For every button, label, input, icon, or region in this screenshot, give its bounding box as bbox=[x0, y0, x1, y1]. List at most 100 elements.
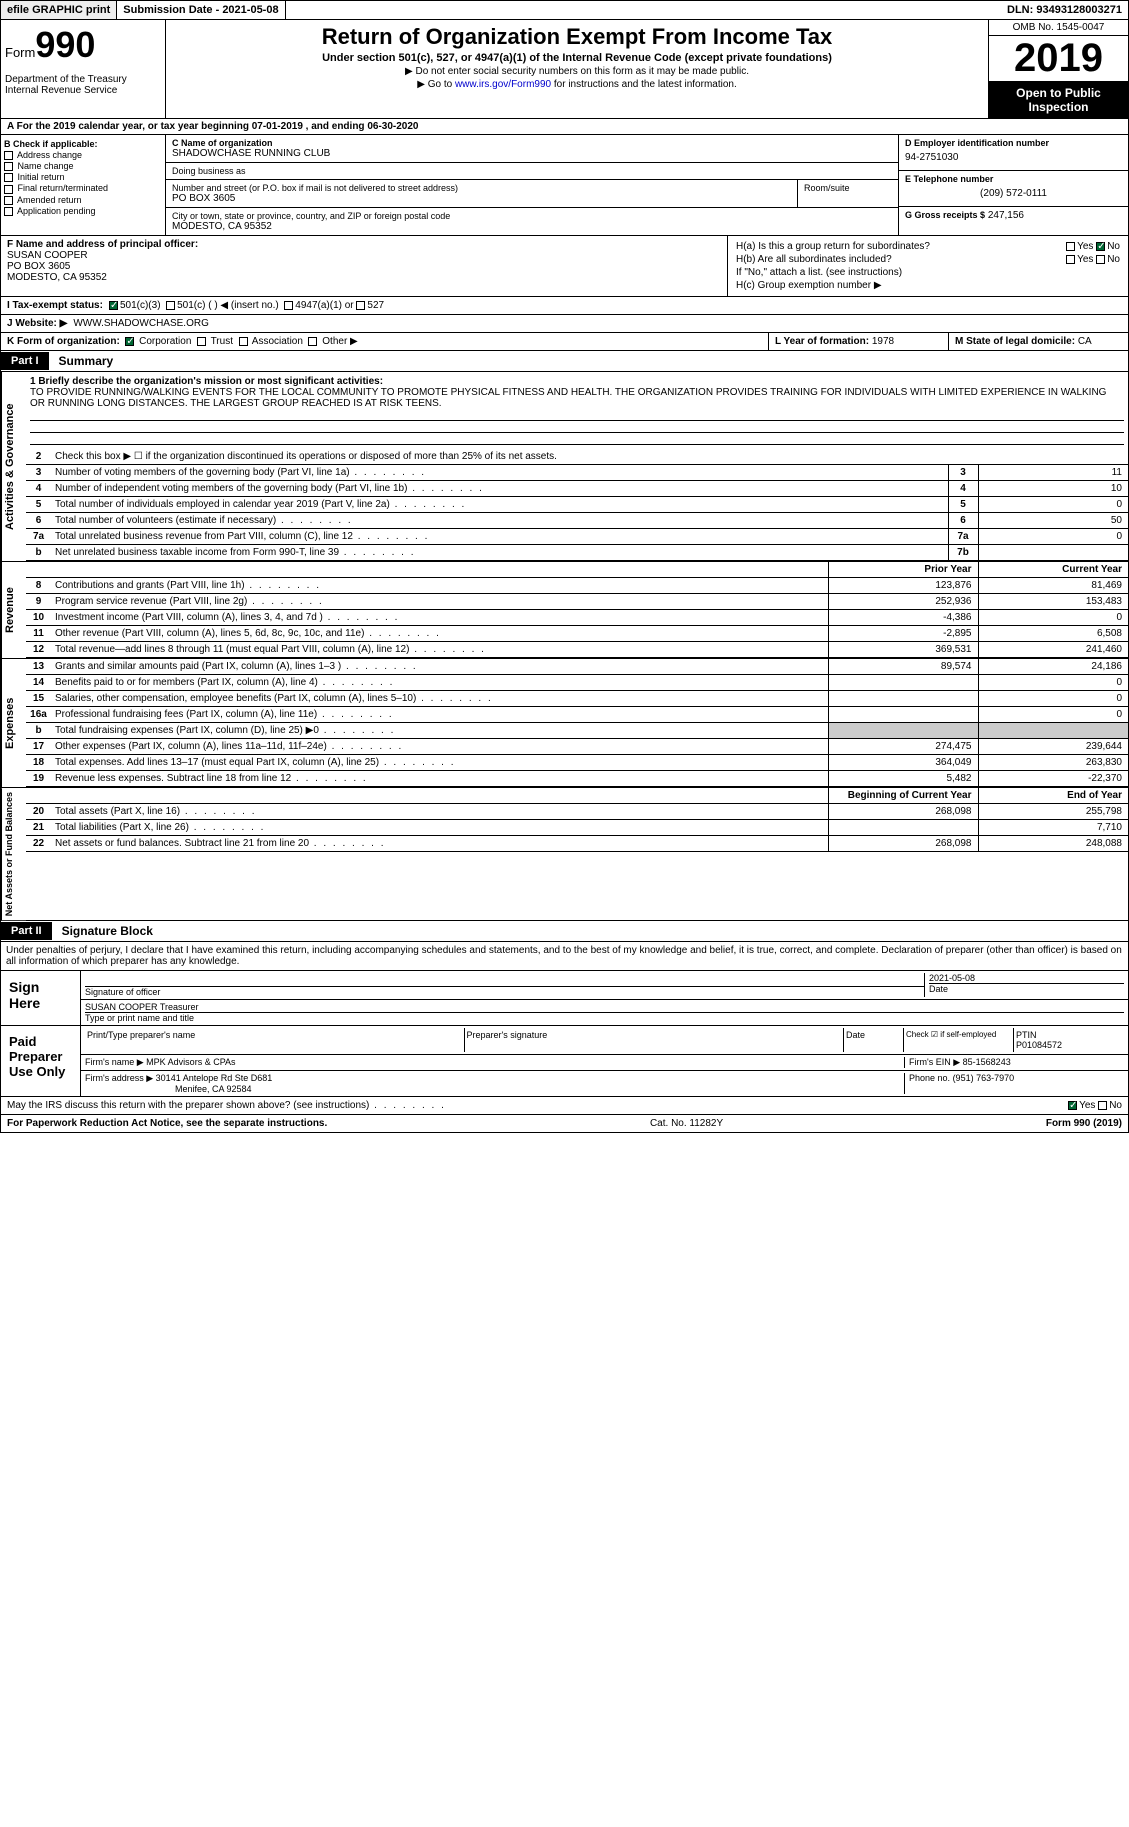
org-name: SHADOWCHASE RUNNING CLUB bbox=[172, 148, 892, 159]
form-subtitle: Under section 501(c), 527, or 4947(a)(1)… bbox=[170, 52, 984, 64]
col-end: End of Year bbox=[978, 788, 1128, 804]
data-row: 18Total expenses. Add lines 13–17 (must … bbox=[26, 755, 1128, 771]
gov-row: 4Number of independent voting members of… bbox=[26, 481, 1128, 497]
data-row: 13Grants and similar amounts paid (Part … bbox=[26, 659, 1128, 675]
part-i-header: Part I bbox=[1, 352, 49, 370]
firm-ein: 85-1568243 bbox=[963, 1057, 1011, 1067]
state-domicile: M State of legal domicile: CA bbox=[948, 333, 1128, 350]
h-b: H(b) Are all subordinates included? bbox=[736, 254, 1008, 265]
data-row: 8Contributions and grants (Part VIII, li… bbox=[26, 578, 1128, 594]
paid-preparer-label: Paid Preparer Use Only bbox=[1, 1026, 81, 1096]
sign-date: 2021-05-08 bbox=[929, 973, 975, 983]
check-applicable: B Check if applicable: Address change Na… bbox=[1, 135, 166, 235]
ptin-label: PTIN bbox=[1016, 1030, 1037, 1040]
self-employed-check: Check ☑ if self-employed bbox=[904, 1028, 1014, 1052]
data-row: 12Total revenue—add lines 8 through 11 (… bbox=[26, 642, 1128, 658]
dln: DLN: 93493128003271 bbox=[1001, 1, 1128, 19]
ein: 94-2751030 bbox=[905, 148, 1122, 167]
firm-addr2: Menifee, CA 92584 bbox=[175, 1084, 252, 1094]
tax-year: 2019 bbox=[989, 36, 1128, 82]
firm-ein-label: Firm's EIN ▶ bbox=[909, 1057, 960, 1067]
paperwork-notice: For Paperwork Reduction Act Notice, see … bbox=[7, 1118, 327, 1129]
org-address: PO BOX 3605 bbox=[172, 193, 791, 204]
vtab-expenses: Expenses bbox=[1, 659, 26, 787]
h-note: If "No," attach a list. (see instruction… bbox=[736, 267, 1120, 278]
gov-row: 3Number of voting members of the governi… bbox=[26, 465, 1128, 481]
gov-row: 7aTotal unrelated business revenue from … bbox=[26, 529, 1128, 545]
data-row: 16aProfessional fundraising fees (Part I… bbox=[26, 707, 1128, 723]
website: WWW.SHADOWCHASE.ORG bbox=[73, 318, 209, 329]
data-row: 10Investment income (Part VIII, column (… bbox=[26, 610, 1128, 626]
dba: Doing business as bbox=[166, 163, 252, 179]
data-row: 21Total liabilities (Part X, line 26)7,7… bbox=[26, 820, 1128, 836]
preparer-sig-label: Preparer's signature bbox=[465, 1028, 845, 1052]
firm-phone: (951) 763-7970 bbox=[953, 1073, 1015, 1083]
vtab-governance: Activities & Governance bbox=[1, 372, 26, 561]
firm-name-label: Firm's name ▶ bbox=[85, 1057, 144, 1067]
line-a: A For the 2019 calendar year, or tax yea… bbox=[0, 119, 1129, 135]
vtab-net-assets: Net Assets or Fund Balances bbox=[1, 788, 26, 920]
data-row: 17Other expenses (Part IX, column (A), l… bbox=[26, 739, 1128, 755]
principal-officer: F Name and address of principal officer:… bbox=[1, 236, 728, 296]
gross-label: G Gross receipts $ bbox=[905, 210, 985, 220]
year-formation: L Year of formation: 1978 bbox=[768, 333, 948, 350]
data-row: 11Other revenue (Part VIII, column (A), … bbox=[26, 626, 1128, 642]
part-i-title: Summary bbox=[49, 351, 124, 371]
cat-no: Cat. No. 11282Y bbox=[327, 1118, 1046, 1129]
check-item: Initial return bbox=[4, 172, 162, 182]
form-of-org: K Form of organization: Corporation Trus… bbox=[1, 333, 768, 350]
officer-name: SUSAN COOPER Treasurer bbox=[85, 1002, 199, 1012]
omb-number: OMB No. 1545-0047 bbox=[989, 20, 1128, 36]
firm-addr: 30141 Antelope Rd Ste D681 bbox=[156, 1073, 273, 1083]
tax-exempt-status: I Tax-exempt status: 501(c)(3) 501(c) ( … bbox=[0, 297, 1129, 315]
preparer-name-label: Print/Type preparer's name bbox=[85, 1028, 465, 1052]
note-link: ▶ Go to www.irs.gov/Form990 for instruct… bbox=[170, 79, 984, 90]
date-label: Date bbox=[929, 984, 948, 994]
phone: (209) 572-0111 bbox=[905, 184, 1122, 203]
sig-officer-label: Signature of officer bbox=[85, 987, 160, 997]
city-label: City or town, state or province, country… bbox=[172, 211, 450, 221]
check-item: Amended return bbox=[4, 195, 162, 205]
perjury-statement: Under penalties of perjury, I declare th… bbox=[0, 942, 1129, 971]
data-row: 15Salaries, other compensation, employee… bbox=[26, 691, 1128, 707]
note-ssn: ▶ Do not enter social security numbers o… bbox=[170, 66, 984, 77]
data-row: bTotal fundraising expenses (Part IX, co… bbox=[26, 723, 1128, 739]
data-row: 22Net assets or fund balances. Subtract … bbox=[26, 836, 1128, 852]
mission-label: 1 Briefly describe the organization's mi… bbox=[30, 376, 383, 387]
form-title: Return of Organization Exempt From Incom… bbox=[170, 24, 984, 50]
vtab-revenue: Revenue bbox=[1, 562, 26, 658]
gross-receipts: 247,156 bbox=[988, 210, 1024, 221]
firm-phone-label: Phone no. bbox=[909, 1073, 950, 1083]
open-inspection: Open to Public Inspection bbox=[989, 82, 1128, 118]
addr-label: Number and street (or P.O. box if mail i… bbox=[172, 183, 791, 193]
room-suite: Room/suite bbox=[798, 180, 898, 207]
part-ii-header: Part II bbox=[1, 922, 52, 940]
phone-label: E Telephone number bbox=[905, 174, 1122, 184]
irs-discuss: May the IRS discuss this return with the… bbox=[7, 1100, 446, 1111]
col-current-year: Current Year bbox=[978, 562, 1128, 578]
part-ii-title: Signature Block bbox=[52, 921, 163, 941]
data-row: 14Benefits paid to or for members (Part … bbox=[26, 675, 1128, 691]
data-row: 9Program service revenue (Part VIII, lin… bbox=[26, 594, 1128, 610]
preparer-date-label: Date bbox=[844, 1028, 904, 1052]
col-prior-year: Prior Year bbox=[828, 562, 978, 578]
check-item: Address change bbox=[4, 150, 162, 160]
data-row: 20Total assets (Part X, line 16)268,0982… bbox=[26, 804, 1128, 820]
h-c: H(c) Group exemption number ▶ bbox=[736, 280, 1120, 291]
irs-link[interactable]: www.irs.gov/Form990 bbox=[455, 79, 551, 90]
website-label: J Website: ▶ bbox=[7, 318, 67, 329]
check-item: Name change bbox=[4, 161, 162, 171]
gov-row: bNet unrelated business taxable income f… bbox=[26, 545, 1128, 561]
ein-label: D Employer identification number bbox=[905, 138, 1122, 148]
department: Department of the Treasury Internal Reve… bbox=[5, 74, 161, 96]
check-item: Application pending bbox=[4, 206, 162, 216]
firm-addr-label: Firm's address ▶ bbox=[85, 1073, 153, 1083]
gov-row: 6Total number of volunteers (estimate if… bbox=[26, 513, 1128, 529]
label-org-name: C Name of organization bbox=[172, 138, 892, 148]
form-number: Form990 bbox=[5, 24, 161, 66]
name-title-label: Type or print name and title bbox=[85, 1013, 194, 1023]
firm-name: MPK Advisors & CPAs bbox=[146, 1057, 235, 1067]
efile-print-button[interactable]: efile GRAPHIC print bbox=[1, 1, 117, 19]
submission-date: Submission Date - 2021-05-08 bbox=[117, 1, 285, 19]
h-a: H(a) Is this a group return for subordin… bbox=[736, 241, 1008, 252]
